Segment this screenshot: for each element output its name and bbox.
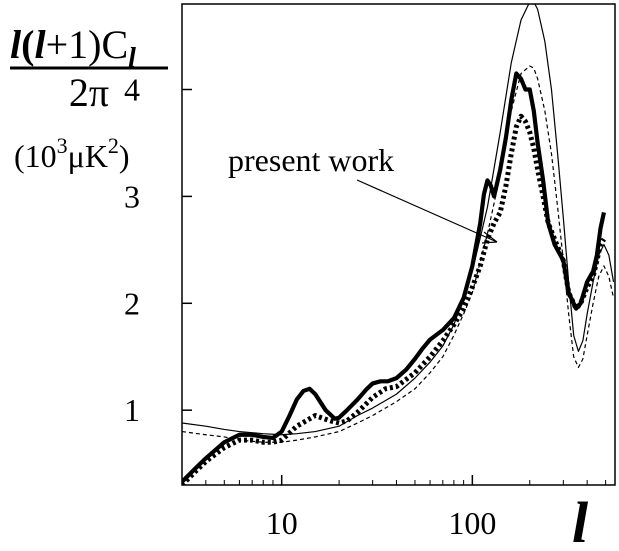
svg-text:(103μK2): (103μK2) (14, 133, 130, 174)
ylabel-paren: ( (21, 22, 34, 67)
ylabel-l-2: l (34, 22, 46, 67)
ylabel-subscript-l: l (128, 43, 136, 74)
series-line-thin-solid (182, 4, 615, 436)
y-axis-label: l(l+1)Cl 2π (103μK2) (10, 22, 168, 174)
plot-frame (181, 3, 616, 486)
x-axis-ticks: 10 100 (205, 475, 607, 541)
series-line-thick-solid (182, 71, 606, 484)
series-line-thin-dashed (182, 65, 615, 443)
y-tick-label: 4 (124, 72, 140, 108)
annotation-present-work: present work (228, 142, 394, 178)
ylabel-units-sup2: 2 (108, 133, 119, 158)
ylabel-units-sup1: 3 (57, 133, 68, 158)
y-tick-label: 2 (124, 285, 140, 321)
annotation-layer: present work (228, 142, 498, 244)
y-axis-ticks: 1 2 3 4 (124, 72, 192, 428)
ylabel-plus-one-c: +1)C (46, 22, 129, 67)
svg-text:l(l+1)Cl: l(l+1)Cl (10, 22, 136, 74)
x-tick-label: 10 (266, 505, 298, 541)
ylabel-units-close: ) (119, 138, 130, 174)
ylabel-units-open: (10 (14, 138, 57, 174)
y-tick-label: 1 (124, 392, 140, 428)
ylabel-denominator: 2π (69, 70, 109, 115)
ylabel-units-uk: μK (68, 138, 108, 174)
x-tick-label: 100 (448, 505, 496, 541)
ylabel-l-1: l (10, 22, 22, 67)
annotation-arrow-line (356, 179, 498, 243)
annotation-arrowhead (481, 231, 498, 244)
y-tick-label: 3 (124, 178, 140, 214)
x-axis-label: l (572, 490, 589, 551)
series-layer (182, 4, 615, 485)
